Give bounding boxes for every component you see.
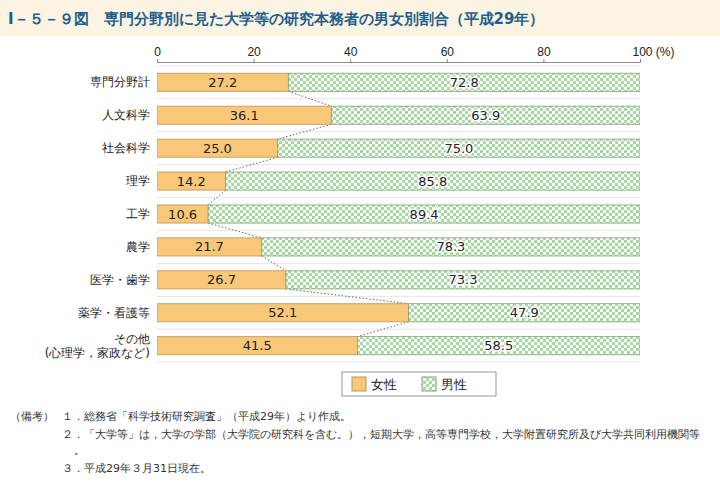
category-label: 薬学・看護等 [78,306,150,320]
bar [157,205,208,223]
row-separator [157,197,640,198]
data-labels: 27.2 36.1 25.0 14.2 10.6 21.7 26.7 52.1 41.5 72.8… [168,75,539,353]
bar [331,106,640,124]
category-label: 専門分野計 [90,75,150,89]
tick-label: 60 [441,45,455,59]
bar [157,304,409,322]
data-label: 41.5 [243,338,272,353]
row-separator [157,164,640,165]
notes-label: （備考） [10,410,54,423]
bar [157,271,286,289]
data-label: 63.9 [471,108,500,123]
category-label: その他(心理学，家政など) [45,332,150,360]
x-axis: 0 20 40 60 80 100 (%) [154,45,674,63]
connector-line [288,91,331,106]
bar [409,304,640,322]
data-label: 26.7 [207,272,236,287]
title: Ⅰ－５－９図 専門分野別に見た大学等の研究本務者の男女別割合（平成29年） [8,10,544,28]
bar [157,172,226,190]
bar [157,73,288,91]
note: ３．平成29年３月31日現在。 [62,462,211,475]
tick-label: 40 [344,45,358,59]
note: １．総務省「科学技術研究調査」（平成29年）より作成。 [62,410,351,423]
tick-label: 100 (%) [633,45,675,59]
connector-line [278,124,332,139]
row-separator [157,131,640,132]
row-separator [157,296,640,297]
data-label: 75.0 [444,141,473,156]
data-label: 52.1 [268,305,297,320]
row-separator [157,263,640,264]
bar [157,106,331,124]
category-label: 社会科学 [102,141,150,155]
tick: 0 [154,45,161,62]
data-label: 27.2 [208,75,237,90]
tick-label: 0 [154,45,161,59]
note: ２．「大学等」は，大学の学部（大学院の研究科を含む。），短期大学，高等専門学校，… [62,428,700,457]
bar [278,139,640,157]
title-band [0,0,720,36]
bar [157,238,262,256]
plot-area [157,73,640,355]
data-label: 73.3 [449,272,478,287]
legend-label: 男性 [441,377,467,392]
tick-mark [447,59,448,62]
data-label: 10.6 [168,207,197,222]
tick: 20 [247,45,261,62]
category-label: 理学 [126,174,150,188]
row-separator [157,66,640,67]
bar [357,337,640,355]
legend-label: 女性 [371,377,397,392]
connector-line [208,190,225,205]
tick: 100 (%) [633,45,675,62]
data-label: 47.9 [510,305,539,320]
data-label: 36.1 [230,108,259,123]
connector-line [357,322,408,337]
connector-line [208,223,262,238]
tick-label: 80 [537,45,551,59]
tick-mark [157,59,158,62]
data-label: 25.0 [203,141,232,156]
category-label: 医学・歯学 [90,273,150,287]
row-separator [157,362,640,363]
tick-label: 20 [247,45,261,59]
data-label: 21.7 [195,239,224,254]
legend-swatch [422,377,436,391]
data-label: 85.8 [418,174,447,189]
bar [288,73,640,91]
legend-box [342,372,496,396]
category-label: 農学 [126,240,150,254]
connector-line [262,256,286,271]
bar [226,172,640,190]
bar [157,337,357,355]
chart: Ⅰ－５－９図 専門分野別に見た大学等の研究本務者の男女別割合（平成29年） 0 20… [0,0,720,493]
row-separator [157,329,640,330]
axis-line [158,59,641,63]
connector-line [226,157,278,172]
tick-mark [350,59,351,62]
bar [286,271,640,289]
category-label: 工学 [126,207,150,221]
data-label: 14.2 [177,174,206,189]
bar [262,238,640,256]
connector-line [286,289,409,304]
data-label: 58.5 [484,338,513,353]
series-1 [208,73,640,355]
tick: 80 [537,45,551,62]
legend-swatch [352,377,366,391]
tick: 60 [441,45,455,62]
legend: 女性 男性 [342,372,496,396]
row-separator [157,98,640,99]
data-label: 72.8 [450,75,479,90]
tick-mark [254,59,255,62]
data-label: 78.3 [436,239,465,254]
data-label: 89.4 [410,207,439,222]
tick-mark [543,59,544,62]
category-label: 人文科学 [102,108,150,122]
row-separator [157,230,640,231]
tick-mark [640,59,641,62]
bar [157,139,278,157]
tick: 40 [344,45,358,62]
bar [208,205,640,223]
